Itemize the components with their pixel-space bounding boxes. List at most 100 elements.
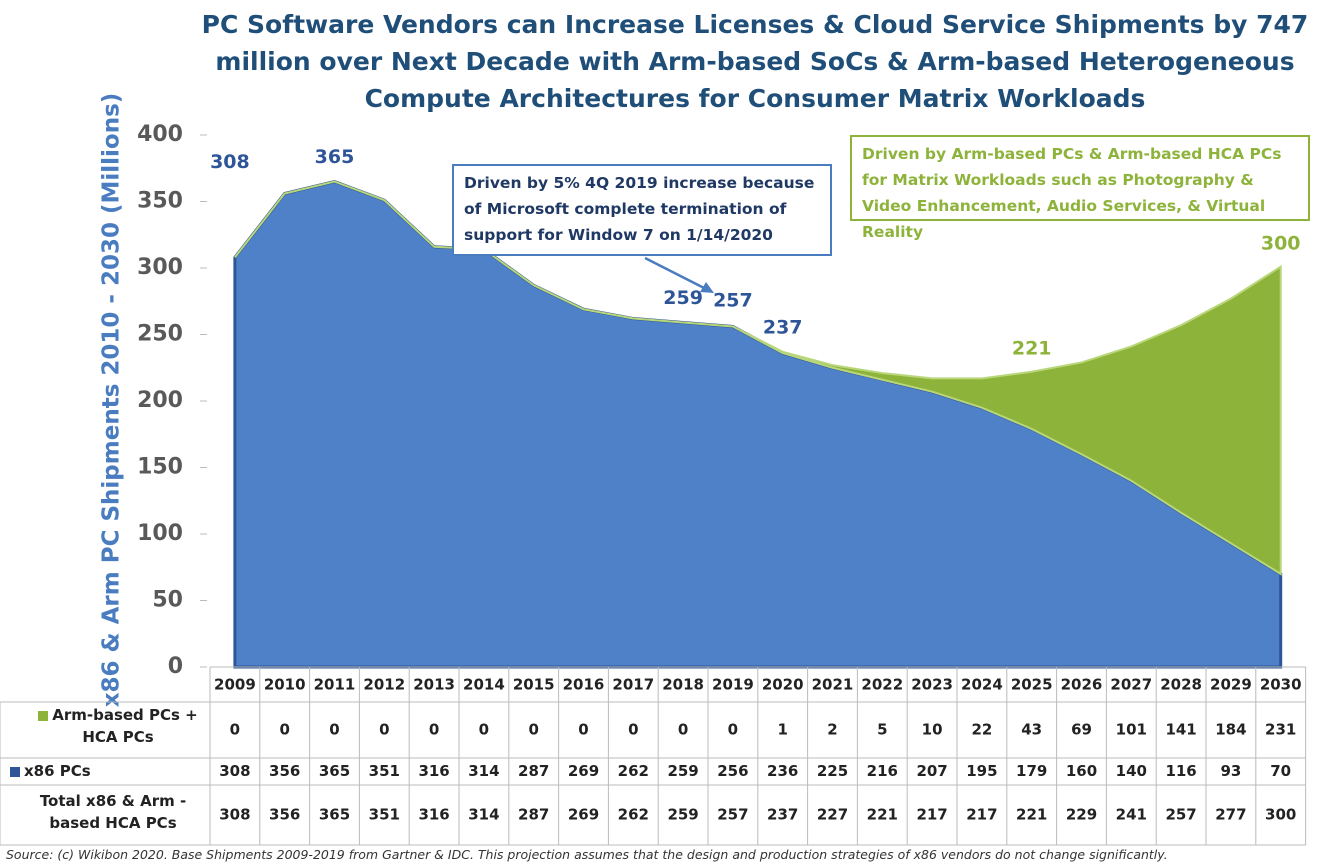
table-cell: 351: [369, 806, 400, 824]
annotation: Driven by Arm-based PCs & Arm-based HCA …: [850, 135, 1310, 241]
table-cell: 0: [379, 721, 389, 739]
table-cell: 365: [319, 806, 350, 824]
table-cell: 207: [916, 762, 947, 780]
x-tick-label: 2010: [264, 676, 306, 694]
x-tick-label: 2022: [861, 676, 903, 694]
row-label: Total x86 & Arm -based HCA PCs: [39, 792, 187, 832]
chart-title: PC Software Vendors can Increase License…: [201, 10, 1309, 113]
table-cell: 316: [418, 762, 449, 780]
table-cell: 0: [230, 721, 240, 739]
table-cell: 184: [1215, 721, 1246, 739]
table-cell: 356: [269, 806, 300, 824]
arrow: [644, 256, 709, 292]
y-tick-label: 250: [137, 322, 183, 347]
table-cell: 140: [1116, 762, 1147, 780]
table-cell: 269: [568, 762, 599, 780]
table-cell: 277: [1215, 806, 1246, 824]
table-cell: 217: [966, 806, 997, 824]
table-cell: 160: [1066, 762, 1097, 780]
x-tick-label: 2023: [911, 676, 953, 694]
data-label: 257: [713, 290, 753, 312]
data-label: 365: [315, 146, 355, 168]
table-cell: 101: [1116, 721, 1147, 739]
x-tick-label: 2011: [314, 676, 356, 694]
table-cell: 237: [767, 806, 798, 824]
table-cell: 216: [867, 762, 898, 780]
table-cell: 179: [1016, 762, 1047, 780]
y-tick-label: 350: [137, 189, 183, 214]
table-cell: 351: [369, 762, 400, 780]
table-cell: 259: [667, 762, 698, 780]
x-tick-label: 2029: [1210, 676, 1252, 694]
table-cell: 0: [429, 721, 439, 739]
table-cell: 116: [1165, 762, 1196, 780]
y-tick-label: 100: [137, 521, 183, 546]
row-header: Arm-based PCs + HCA PCs: [28, 704, 208, 748]
table-cell: 262: [618, 762, 649, 780]
table-cell: 365: [319, 762, 350, 780]
table-cell: 0: [678, 721, 688, 739]
x-tick-label: 2017: [612, 676, 654, 694]
table-cell: 241: [1116, 806, 1147, 824]
table-cell: 256: [717, 762, 748, 780]
table-cell: 300: [1265, 806, 1296, 824]
y-tick-label: 400: [137, 122, 183, 147]
table-cell: 314: [468, 762, 499, 780]
table-cell: 269: [568, 806, 599, 824]
x-tick-label: 2018: [662, 676, 704, 694]
table-cell: 70: [1270, 762, 1291, 780]
table-cell: 0: [329, 721, 339, 739]
table-cell: 262: [618, 806, 649, 824]
table-cell: 22: [971, 721, 992, 739]
table-cell: 221: [1016, 806, 1047, 824]
table-cell: 227: [817, 806, 848, 824]
table-cell: 236: [767, 762, 798, 780]
table-cell: 69: [1071, 721, 1092, 739]
x-tick-label: 2020: [762, 676, 804, 694]
area: [234, 180, 1282, 576]
table-cell: 0: [728, 721, 738, 739]
table-cell: 356: [269, 762, 300, 780]
x-tick-label: 2014: [463, 676, 505, 694]
x-tick-label: 2013: [413, 676, 455, 694]
table-cell: 308: [219, 806, 250, 824]
table-cell: 93: [1220, 762, 1241, 780]
row-header: Total x86 & Arm -based HCA PCs: [28, 790, 198, 834]
table-cell: 2: [827, 721, 837, 739]
table-cell: 257: [1165, 806, 1196, 824]
table-cell: 314: [468, 806, 499, 824]
table-cell: 195: [966, 762, 997, 780]
table-cell: 0: [528, 721, 538, 739]
x-tick-label: 2030: [1260, 676, 1302, 694]
table-cell: 10: [922, 721, 943, 739]
table-cell: 0: [479, 721, 489, 739]
x-tick-label: 2021: [812, 676, 854, 694]
x-tick-label: 2027: [1110, 676, 1152, 694]
table-cell: 0: [578, 721, 588, 739]
table-cell: 217: [916, 806, 947, 824]
table-cell: 43: [1021, 721, 1042, 739]
legend-swatch: [10, 766, 20, 777]
data-label: 300: [1261, 233, 1301, 255]
table-cell: 287: [518, 806, 549, 824]
table-cell: 229: [1066, 806, 1097, 824]
legend-label: x86 PCs: [24, 762, 91, 780]
y-axis-label: x86 & Arm PC Shipments 2010 - 2030 (Mill…: [99, 93, 125, 708]
legend-label: Arm-based PCs + HCA PCs: [52, 706, 198, 746]
row-header: x86 PCs: [10, 760, 150, 782]
data-label: 221: [1012, 338, 1052, 360]
table-cell: 231: [1265, 721, 1296, 739]
x-tick-label: 2009: [214, 676, 256, 694]
y-tick-label: 50: [152, 588, 183, 613]
table-cell: 257: [717, 806, 748, 824]
table-cell: 221: [867, 806, 898, 824]
data-label: 308: [210, 151, 250, 173]
table-cell: 5: [877, 721, 887, 739]
table-cell: 225: [817, 762, 848, 780]
table-cell: 0: [628, 721, 638, 739]
data-label: 237: [763, 316, 803, 338]
table-cell: 259: [667, 806, 698, 824]
source-note: Source: (c) Wikibon 2020. Base Shipments…: [6, 847, 1168, 862]
